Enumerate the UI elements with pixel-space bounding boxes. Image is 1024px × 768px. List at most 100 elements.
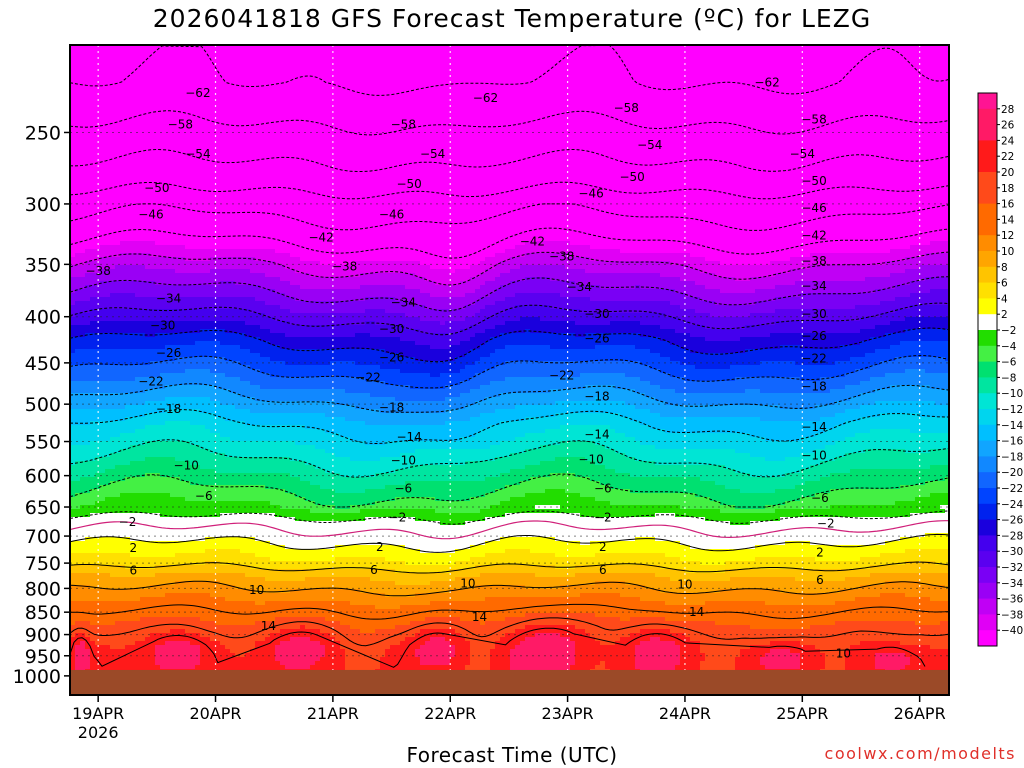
field-cell <box>785 53 791 58</box>
field-cell <box>430 93 436 98</box>
field-cell <box>690 57 696 62</box>
field-cell <box>195 121 201 126</box>
field-cell <box>300 141 306 146</box>
field-cell <box>830 77 836 82</box>
field-cell <box>925 89 931 94</box>
field-cell <box>400 65 406 70</box>
field-cell <box>700 77 706 82</box>
field-cell <box>420 105 426 110</box>
field-cell <box>645 53 651 58</box>
field-cell <box>920 85 926 90</box>
field-cell <box>880 57 886 62</box>
field-cell <box>300 69 306 74</box>
field-cell <box>500 77 506 82</box>
field-cell <box>445 125 451 130</box>
field-cell <box>540 145 546 150</box>
field-cell <box>105 133 111 138</box>
field-cell <box>750 65 756 70</box>
field-cell <box>555 109 561 114</box>
field-cell <box>835 73 841 78</box>
field-cell <box>450 49 456 54</box>
field-cell <box>890 97 896 102</box>
field-cell <box>105 125 111 130</box>
field-cell <box>575 97 581 102</box>
field-cell <box>580 57 586 62</box>
field-cell <box>430 113 436 118</box>
field-cell <box>115 73 121 78</box>
field-cell <box>490 113 496 118</box>
field-cell <box>915 77 921 82</box>
field-cell <box>885 109 891 114</box>
field-cell <box>285 89 291 94</box>
field-cell <box>485 137 491 142</box>
field-cell <box>465 113 471 118</box>
field-cell <box>340 49 346 54</box>
field-cell <box>420 85 426 90</box>
field-cell <box>630 145 636 150</box>
field-cell <box>760 53 766 58</box>
field-cell <box>645 65 651 70</box>
field-cell <box>570 65 576 70</box>
field-cell <box>525 97 531 102</box>
field-cell <box>745 85 751 90</box>
field-cell <box>705 145 711 150</box>
field-cell <box>75 69 81 74</box>
field-cell <box>195 125 201 130</box>
field-cell <box>325 89 331 94</box>
field-cell <box>840 53 846 58</box>
field-cell <box>905 77 911 82</box>
field-cell <box>900 141 906 146</box>
field-cell <box>110 85 116 90</box>
field-cell <box>925 137 931 142</box>
field-cell <box>225 53 231 58</box>
field-cell <box>650 117 656 122</box>
field-cell <box>650 61 656 66</box>
field-cell <box>245 85 251 90</box>
field-cell <box>870 93 876 98</box>
field-cell <box>115 65 121 70</box>
field-cell <box>745 73 751 78</box>
field-cell <box>845 125 851 130</box>
field-cell <box>785 73 791 78</box>
field-cell <box>385 89 391 94</box>
field-cell <box>755 133 761 138</box>
field-cell <box>335 97 341 102</box>
field-cell <box>705 73 711 78</box>
field-cell <box>435 93 441 98</box>
field-cell <box>170 133 176 138</box>
field-cell <box>250 109 256 114</box>
field-cell <box>315 141 321 146</box>
field-cell <box>885 77 891 82</box>
field-cell <box>250 49 256 54</box>
field-cell <box>260 81 266 86</box>
field-cell <box>320 49 326 54</box>
field-cell <box>75 53 81 58</box>
field-cell <box>425 109 431 114</box>
field-cell <box>515 81 521 86</box>
field-cell <box>90 121 96 126</box>
field-cell <box>220 53 226 58</box>
field-cell <box>710 145 716 150</box>
field-cell <box>260 77 266 82</box>
field-cell <box>430 137 436 142</box>
field-cell <box>840 101 846 106</box>
field-cell <box>465 49 471 54</box>
field-cell <box>705 109 711 114</box>
field-cell <box>295 101 301 106</box>
field-cell <box>700 57 706 62</box>
field-cell <box>795 53 801 58</box>
field-cell <box>555 117 561 122</box>
field-cell <box>660 97 666 102</box>
field-cell <box>930 105 936 110</box>
field-cell <box>110 117 116 122</box>
field-cell <box>720 109 726 114</box>
field-cell <box>920 113 926 118</box>
field-cell <box>755 97 761 102</box>
field-cell <box>275 145 281 150</box>
field-cell <box>155 73 161 78</box>
field-cell <box>870 65 876 70</box>
field-cell <box>155 105 161 110</box>
field-cell <box>215 113 221 118</box>
field-cell <box>115 93 121 98</box>
field-cell <box>450 93 456 98</box>
